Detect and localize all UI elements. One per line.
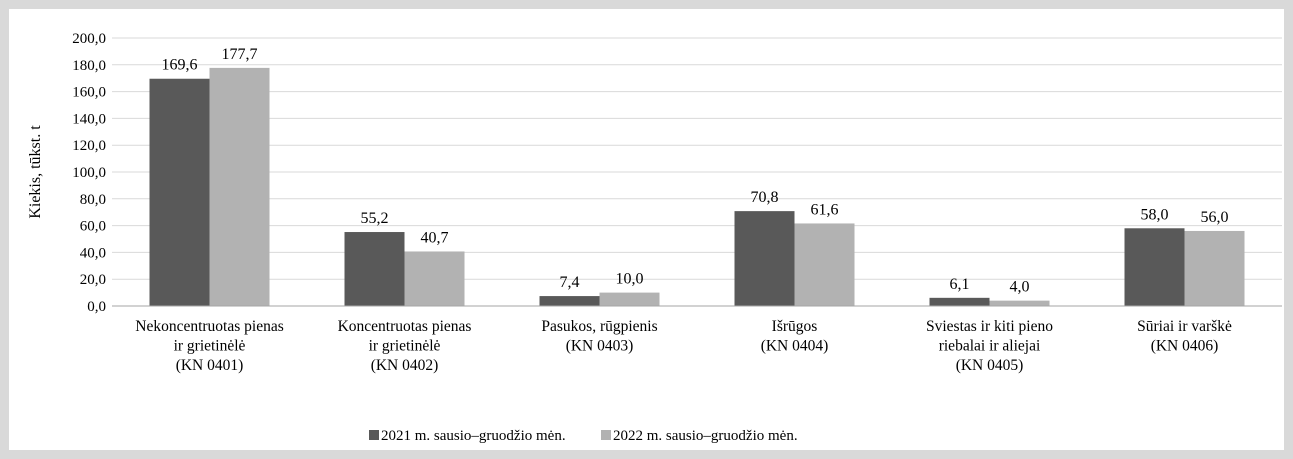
legend-swatch bbox=[601, 430, 611, 440]
y-axis-label: Kiekis, tūkst. t bbox=[27, 125, 44, 219]
y-tick-label: 120,0 bbox=[72, 138, 106, 154]
bar bbox=[794, 223, 855, 306]
x-tick-label: Sviestas ir kiti pieno riebalai ir alieja… bbox=[926, 318, 1053, 374]
bar bbox=[599, 292, 660, 306]
y-tick-label: 0,0 bbox=[87, 299, 106, 315]
bar bbox=[344, 232, 405, 306]
bars bbox=[149, 67, 1245, 307]
bar bbox=[929, 297, 990, 306]
y-tick-label: 180,0 bbox=[72, 58, 106, 74]
x-tick-label: Sūriai ir varškė (KN 0406) bbox=[1137, 318, 1232, 355]
legend-swatch bbox=[369, 430, 379, 440]
data-label: 61,6 bbox=[811, 201, 839, 218]
bar bbox=[1184, 230, 1245, 306]
data-label: 70,8 bbox=[751, 189, 779, 206]
x-tick-label: Išrūgos (KN 0404) bbox=[761, 318, 829, 355]
bar bbox=[149, 78, 210, 307]
data-labels: 169,6 177,7 55,2 40,7 7,4 10,0 70,8 61,6 6,1 4,0 5… bbox=[162, 46, 1229, 296]
legend-label: 2022 m. sausio–gruodžio mėn. bbox=[613, 428, 798, 444]
y-axis-ticks: 0,0 20,0 40,0 60,0 80,0 100,0 120,0 140,0 160,0 1… bbox=[72, 31, 106, 315]
data-label: 169,6 bbox=[162, 57, 198, 74]
bar bbox=[734, 211, 795, 306]
y-tick-label: 80,0 bbox=[80, 192, 106, 208]
data-label: 177,7 bbox=[222, 46, 258, 63]
y-tick-label: 20,0 bbox=[80, 272, 106, 288]
legend: 2021 m. sausio–gruodžio mėn. 2022 m. saus… bbox=[369, 428, 798, 444]
y-tick-label: 40,0 bbox=[80, 245, 106, 261]
x-tick-label: Koncentruotas pienas ir grietinėlė (KN 040… bbox=[338, 318, 472, 374]
legend-label: 2021 m. sausio–gruodžio mėn. bbox=[381, 428, 566, 444]
gridlines bbox=[112, 37, 1282, 280]
y-tick-label: 160,0 bbox=[72, 85, 106, 101]
category-labels: Nekoncentruotas pienas ir grietinėlė (KN 0… bbox=[135, 318, 1232, 374]
bar bbox=[209, 67, 270, 306]
bar bbox=[539, 296, 600, 306]
data-label: 7,4 bbox=[560, 274, 580, 291]
data-label: 6,1 bbox=[950, 276, 970, 293]
bar bbox=[989, 300, 1050, 306]
bar bbox=[1124, 228, 1185, 306]
data-label: 40,7 bbox=[421, 229, 449, 246]
x-tick-label: Pasukos, rūgpienis (KN 0403) bbox=[541, 318, 657, 355]
x-tick-label: Nekoncentruotas pienas ir grietinėlė (KN 0… bbox=[135, 318, 284, 374]
y-tick-label: 200,0 bbox=[72, 31, 106, 47]
data-label: 58,0 bbox=[1141, 206, 1169, 223]
data-label: 10,0 bbox=[616, 271, 644, 288]
data-label: 4,0 bbox=[1010, 279, 1030, 296]
y-tick-label: 60,0 bbox=[80, 219, 106, 235]
y-tick-label: 100,0 bbox=[72, 165, 106, 181]
y-tick-label: 140,0 bbox=[72, 111, 106, 127]
bar bbox=[404, 251, 465, 306]
data-label: 56,0 bbox=[1201, 209, 1229, 226]
data-label: 55,2 bbox=[361, 210, 389, 227]
